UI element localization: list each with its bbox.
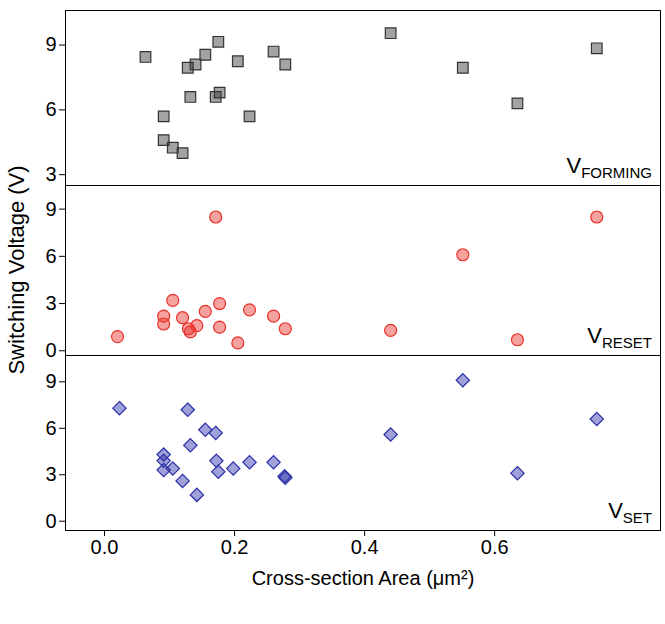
svg-text:0: 0 bbox=[45, 510, 56, 532]
svg-text:3: 3 bbox=[45, 463, 56, 485]
svg-text:0.4: 0.4 bbox=[351, 536, 379, 558]
svg-text:6: 6 bbox=[45, 245, 56, 267]
svg-text:VRESET: VRESET bbox=[587, 323, 652, 351]
svg-text:3: 3 bbox=[45, 163, 56, 185]
svg-text:Cross-section Area (μm²): Cross-section Area (μm²) bbox=[252, 567, 475, 589]
html-text:Switching Voltage (V): Switching Voltage (V) bbox=[4, 165, 29, 375]
svg-text:9: 9 bbox=[45, 198, 56, 220]
svg-text:VSET: VSET bbox=[608, 498, 652, 526]
svg-text:0.0: 0.0 bbox=[91, 536, 119, 558]
svg-text:6: 6 bbox=[45, 98, 56, 120]
svg-text:6: 6 bbox=[45, 417, 56, 439]
svg-text:0.2: 0.2 bbox=[221, 536, 249, 558]
svg-text:0.6: 0.6 bbox=[481, 536, 509, 558]
svg-text:3: 3 bbox=[45, 292, 56, 314]
svg-text:0: 0 bbox=[45, 339, 56, 361]
svg-text:VFORMING: VFORMING bbox=[566, 153, 652, 181]
svg-text:9: 9 bbox=[45, 370, 56, 392]
svg-text:9: 9 bbox=[45, 33, 56, 55]
